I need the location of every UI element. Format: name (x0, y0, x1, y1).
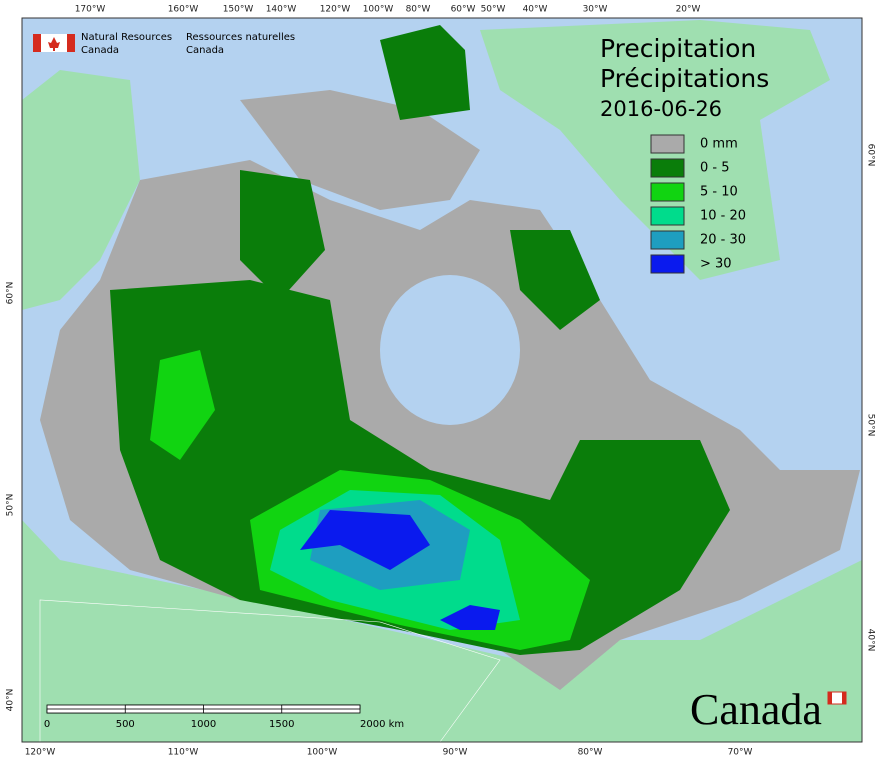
baffin-green (510, 230, 600, 330)
lon-label: 110°W (168, 748, 199, 758)
legend-label: > 30 (700, 257, 732, 272)
map-frame (21, 17, 863, 743)
precip-over-30-east (440, 605, 500, 630)
agency-en: Natural Resources (81, 32, 172, 43)
lon-label: 30°W (583, 5, 608, 15)
agency-fr: Canada (186, 45, 224, 56)
lat-label: 40°N (6, 689, 16, 712)
legend-swatch (650, 182, 685, 202)
agency-en: Canada (81, 45, 119, 56)
legend-swatch (650, 134, 685, 154)
graticule-labels: 170°W 160°W 150°W 140°W 120°W 100°W 80°W 60°W 50… (6, 5, 876, 758)
lon-label: 80°W (578, 748, 603, 758)
scale-label: 500 (116, 719, 135, 730)
alaska (22, 70, 140, 310)
lon-label: 120°W (25, 748, 56, 758)
lon-label: 70°W (728, 748, 753, 758)
scale-label: 1500 (269, 719, 294, 730)
lat-label: 50°N (6, 494, 16, 517)
agency-header: Natural Resources Canada Ressources natu… (33, 32, 295, 56)
lon-label: 160°W (168, 5, 199, 15)
lon-label: 60°W (451, 5, 476, 15)
legend-swatch (650, 206, 685, 226)
precip-over-30 (300, 510, 430, 570)
lat-label: 50°N (866, 414, 876, 437)
date: 2016-06-26 (600, 97, 722, 121)
lon-label: 20°W (676, 5, 701, 15)
lat-label: 60°N (6, 282, 16, 305)
agency-fr: Ressources naturelles (186, 32, 295, 43)
map (22, 18, 862, 743)
lon-label: 80°W (406, 5, 431, 15)
legend-label: 0 - 5 (700, 161, 730, 176)
legend-swatch (650, 230, 685, 250)
hudson-bay (380, 275, 520, 425)
precip-5-10-north (150, 350, 215, 460)
legend-swatch (650, 158, 685, 178)
scale-label: 1000 (191, 719, 216, 730)
scale-segment (281, 704, 361, 710)
legend-label: 10 - 20 (700, 209, 746, 224)
lon-label: 100°W (307, 748, 338, 758)
flag-bar (33, 34, 41, 52)
united-states (22, 520, 862, 742)
lon-label: 100°W (363, 5, 394, 15)
lon-label: 50°W (481, 5, 506, 15)
border-lines (39, 599, 501, 743)
victoria-island (240, 170, 325, 300)
legend-label: 5 - 10 (700, 185, 738, 200)
lat-label: 40°N (866, 629, 876, 652)
flag-bar (67, 34, 75, 52)
scale-bar: 0 500 1000 1500 2000 km (44, 704, 404, 730)
legend: 0 mm 0 - 5 5 - 10 10 - 20 20 - 30 > 30 (650, 134, 746, 274)
lon-label: 150°W (223, 5, 254, 15)
ellesmere (380, 25, 470, 120)
canada-wordmark: Canada (690, 685, 822, 734)
legend-label: 0 mm (700, 137, 738, 152)
flag-bar (828, 692, 832, 704)
title-en: Precipitation (600, 34, 756, 63)
legend-swatch (650, 254, 685, 274)
wordmark: Canada (690, 685, 847, 734)
title-fr: Précipitations (600, 64, 769, 93)
lon-label: 140°W (266, 5, 297, 15)
lon-label: 120°W (320, 5, 351, 15)
maple-leaf (48, 37, 60, 51)
flag-bar (842, 692, 846, 704)
scale-label: 2000 km (360, 719, 404, 730)
legend-label: 20 - 30 (700, 233, 746, 248)
scale-label: 0 (44, 719, 50, 730)
lon-label: 90°W (443, 748, 468, 758)
lon-label: 40°W (523, 5, 548, 15)
scale-segment (124, 704, 204, 710)
lon-label: 170°W (75, 5, 106, 15)
scale-segment (203, 708, 283, 714)
scale-segment (46, 708, 126, 714)
lat-label: 60°N (866, 144, 876, 167)
